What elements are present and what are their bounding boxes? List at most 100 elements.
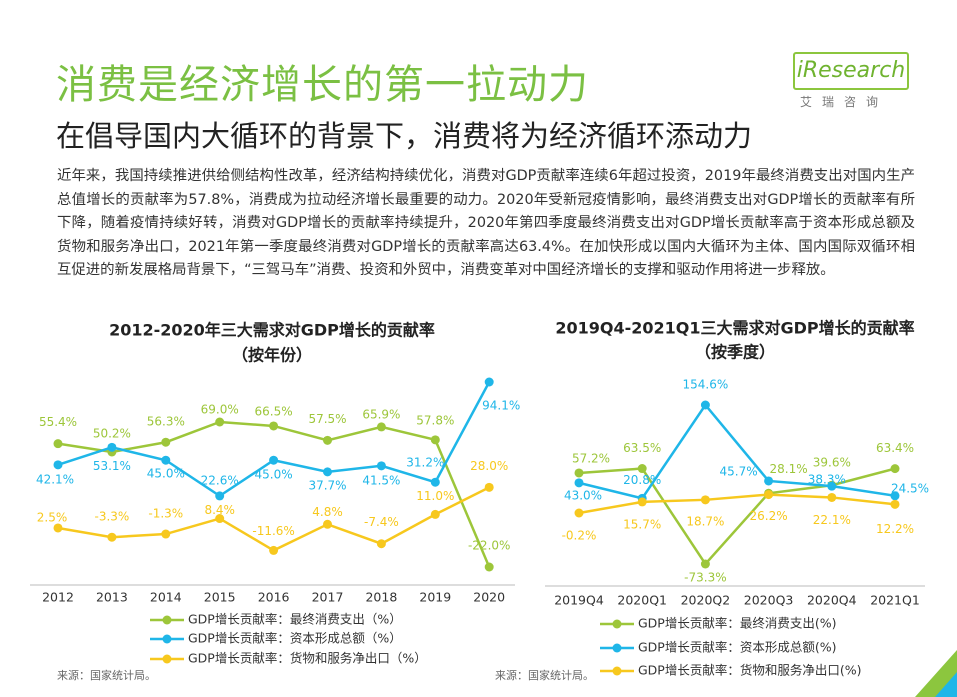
line [578,402,896,500]
data-label: -11.6% [252,524,294,538]
legend-label: GDP增长贡献率：货物和服务净出口(%) [638,663,861,678]
x-tick-label: 2013 [96,590,128,605]
data-label: 63.5% [623,441,661,455]
data-label: 94.1% [482,399,520,413]
data-point [430,435,440,445]
data-point [53,460,63,470]
corner-decoration [935,672,957,697]
data-label: 2.5% [37,510,68,524]
data-point [53,439,63,449]
data-label: 20.8% [623,473,661,487]
data-label: 18.7% [686,514,724,528]
data-point [890,499,900,509]
data-label: 154.6% [683,378,729,392]
data-label: 53.1% [93,459,131,473]
data-point [890,491,900,501]
legend-label: GDP增长贡献率：最终消费支出(%) [638,616,836,631]
data-label: 31.2% [406,456,444,470]
data-label: 45.0% [147,467,185,481]
line [578,467,896,567]
x-tick-label: 2014 [150,590,182,605]
data-label: -22.0% [468,539,510,553]
data-label: 66.5% [255,404,293,418]
data-point [574,478,584,488]
data-label: 57.8% [416,413,454,427]
data-point [323,435,332,445]
data-point [764,490,774,500]
data-label: 63.4% [876,441,914,455]
data-label: 69.0% [201,402,239,416]
data-label: 57.5% [308,412,346,426]
data-point [827,481,837,491]
data-point [107,442,117,452]
data-label: 42.1% [36,472,74,486]
data-label: -3.3% [94,510,129,524]
data-point [215,514,225,524]
data-point [700,495,710,505]
data-label: 56.3% [147,415,185,429]
data-point [376,539,386,549]
data-point [574,508,584,518]
data-point [637,464,647,474]
legend-label: GDP增长贡献率：资本形成总额(%) [638,640,836,655]
data-point [484,562,494,572]
data-point [269,421,279,431]
data-point [269,545,279,555]
data-label: 39.6% [813,456,851,470]
chart-subtitle: （按年份） [232,346,312,365]
data-label: 22.1% [813,513,851,527]
data-label: 55.4% [39,415,77,429]
legend-label: GDP增长贡献率：资本形成总额（%） [188,631,402,646]
legend-marker [612,619,622,629]
data-point [430,477,440,487]
body-text: 近年来，我国持续推进供给侧结构性改革，经济结构持续优化，消费对GDP贡献率连续6… [57,168,915,279]
line [578,493,896,515]
data-label: 28.1% [770,462,808,476]
legend-marker [162,634,172,644]
source: 来源：国家统计局。 [57,668,156,682]
data-point [323,519,332,529]
data-point [574,468,584,478]
x-tick-label: 2019 [419,590,451,605]
data-point [376,422,386,432]
legend-label: GDP增长贡献率：货物和服务净出口（%） [188,651,427,666]
x-tick-label: 2020Q4 [807,593,857,608]
data-point [700,559,710,569]
data-point [827,492,837,502]
data-label: -0.2% [562,529,597,543]
logo: iResearch [793,52,909,90]
data-point [484,377,494,387]
data-point [376,461,386,471]
data-point [53,523,63,533]
data-label: 57.2% [572,451,610,465]
data-point [269,455,279,465]
data-label: 45.0% [255,468,293,482]
data-point [637,497,647,507]
data-label: -1.3% [148,507,183,521]
data-label: 43.0% [564,488,602,502]
data-label: 65.9% [362,407,400,421]
x-tick-label: 2016 [258,590,290,605]
data-point [764,476,774,486]
data-label: 28.0% [470,459,508,473]
x-tick-label: 2020Q1 [617,593,667,608]
x-tick-label: 2020 [473,590,505,605]
x-tick-label: 2020Q2 [681,593,731,608]
data-point [215,417,225,427]
page-subtitle: 在倡导国内大循环的背景下，消费将为经济循环添动力 [56,119,753,153]
x-tick-label: 2020Q3 [744,593,794,608]
data-label: 12.2% [876,522,914,536]
x-tick-label: 2012 [42,590,74,605]
chart-subtitle: （按季度） [695,343,775,362]
data-point [430,509,440,519]
data-label: 4.8% [312,505,343,519]
data-point [215,491,225,501]
logo-subtitle: 艾瑞咨询 [800,95,889,109]
x-tick-label: 2019Q4 [554,593,604,608]
source: 来源：国家统计局。 [495,668,594,682]
legend-marker [162,654,172,664]
data-point [323,467,332,477]
x-tick-label: 2021Q1 [870,593,920,608]
